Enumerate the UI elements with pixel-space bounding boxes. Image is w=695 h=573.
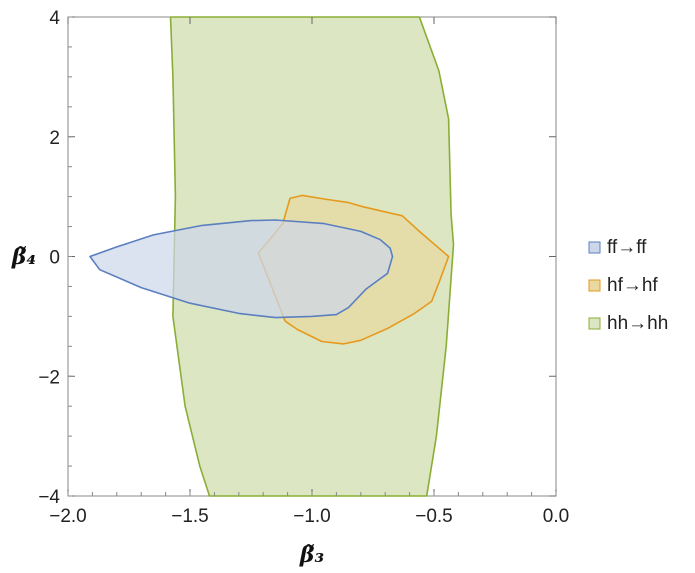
y-axis-label: β̃₄	[11, 244, 36, 270]
x-axis-label: β̃₃	[299, 542, 325, 568]
region-ff-to-ff	[89, 219, 394, 319]
x-tick-label: −0.5	[415, 506, 453, 527]
y-tick-label: 2	[49, 128, 60, 149]
legend-label-hh-to-hh: hh→hh	[607, 313, 668, 334]
legend-swatch-ff-to-ff	[588, 241, 601, 254]
y-tick-label: 0	[49, 248, 60, 269]
x-tick-label: −1.5	[171, 506, 209, 527]
legend-label-ff-to-ff: ff→ff	[607, 237, 647, 258]
x-tick-label: −2.0	[49, 506, 87, 527]
y-axis-ticks: −4 −2 0 2 4	[38, 8, 556, 508]
legend: ff→ff hf→hf hh→hh	[588, 237, 668, 334]
y-tick-label: −4	[38, 487, 60, 508]
y-tick-label: 4	[49, 8, 60, 29]
legend-swatch-hh-to-hh	[588, 317, 601, 330]
legend-label-hf-to-hf: hf→hf	[607, 275, 658, 296]
legend-swatch-hf-to-hf	[588, 279, 601, 292]
regions	[89, 16, 455, 497]
x-tick-label: 0.0	[543, 506, 569, 527]
x-tick-label: −1.0	[293, 506, 331, 527]
x-axis-ticks: −2.0 −1.5 −1.0 −0.5 0.0	[49, 17, 569, 527]
y-tick-label: −2	[38, 367, 60, 388]
